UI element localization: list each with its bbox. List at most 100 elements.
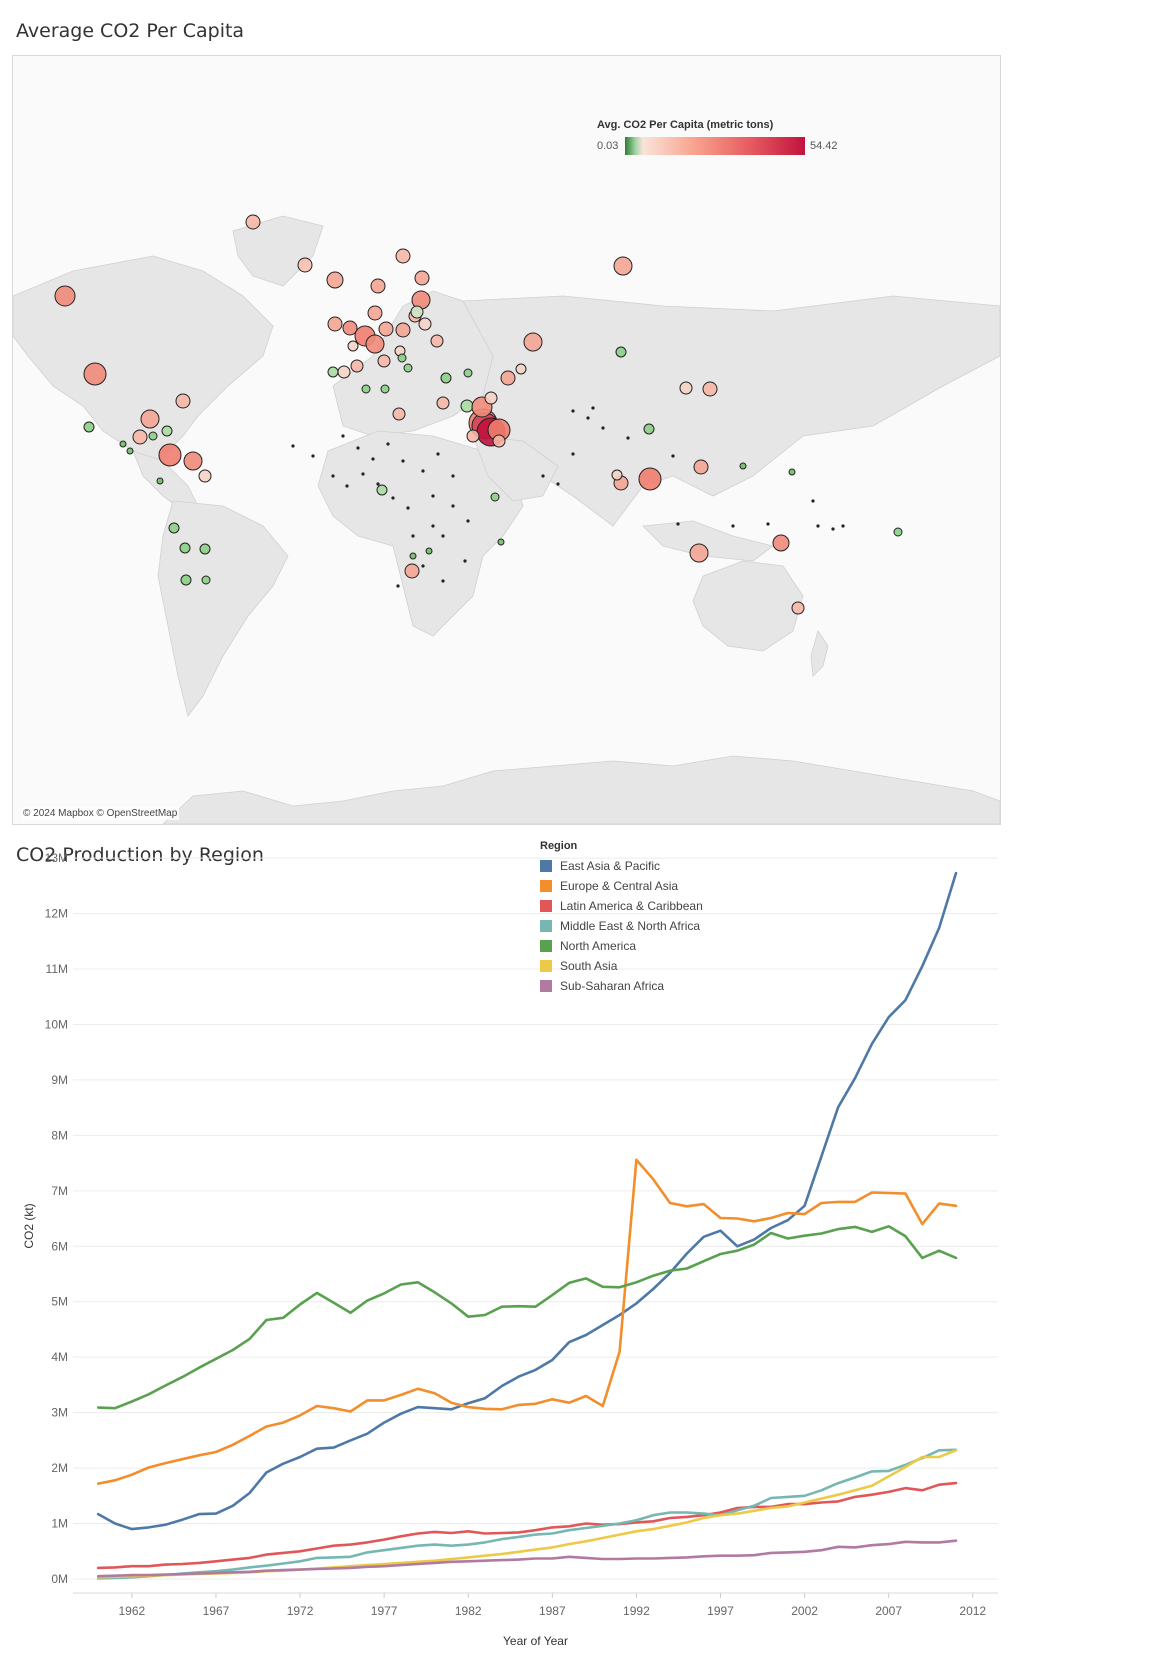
country-bubble <box>361 384 371 394</box>
land-arabia <box>472 435 559 502</box>
world-map[interactable] <box>13 56 1000 824</box>
series-line[interactable] <box>96 1158 958 1485</box>
country-bubble <box>356 446 360 450</box>
series-line[interactable] <box>96 1224 958 1410</box>
x-tick-label: 1987 <box>539 1604 566 1618</box>
series-line[interactable] <box>96 1448 958 1580</box>
country-bubble <box>327 316 343 332</box>
country-bubble <box>158 443 182 467</box>
country-bubble <box>490 492 500 502</box>
country-bubble <box>430 334 444 348</box>
country-bubble <box>739 462 747 470</box>
map-attribution[interactable]: © 2024 Mapbox © OpenStreetMap <box>21 807 180 820</box>
legend-swatch <box>540 980 552 992</box>
country-bubble <box>611 469 623 481</box>
x-tick-label: 1967 <box>203 1604 230 1618</box>
country-bubble <box>386 442 390 446</box>
legend-item[interactable]: Sub-Saharan Africa <box>540 976 703 996</box>
country-bubble <box>198 469 212 483</box>
country-bubble <box>436 396 450 410</box>
country-bubble <box>376 484 388 496</box>
map-color-legend: Avg. CO2 Per Capita (metric tons) 0.03 5… <box>597 119 838 155</box>
land-south-america <box>157 500 289 717</box>
country-bubble <box>180 574 192 586</box>
legend-item[interactable]: East Asia & Pacific <box>540 856 703 876</box>
country-bubble <box>731 524 735 528</box>
region-legend: Region East Asia & Pacific Europe & Centr… <box>540 840 703 996</box>
legend-item[interactable]: Latin America & Caribbean <box>540 896 703 916</box>
country-bubble <box>626 436 630 440</box>
series-line[interactable] <box>96 1481 958 1570</box>
y-tick-label: 4M <box>51 1350 68 1364</box>
land-africa <box>317 430 524 637</box>
legend-label: Sub-Saharan Africa <box>560 979 665 993</box>
country-bubble <box>811 499 815 503</box>
country-bubble <box>788 468 796 476</box>
country-bubble <box>440 372 452 384</box>
y-axis-title: CO2 (kt) <box>22 1203 36 1248</box>
country-bubble <box>140 409 160 429</box>
legend-item[interactable]: Europe & Central Asia <box>540 876 703 896</box>
x-tick-label: 1997 <box>707 1604 734 1618</box>
country-bubble <box>441 579 445 583</box>
country-bubble <box>586 416 590 420</box>
country-bubble <box>395 322 411 338</box>
country-bubble <box>841 524 845 528</box>
country-bubble <box>492 434 506 448</box>
legend-label: North America <box>560 939 637 953</box>
country-bubble <box>893 527 903 537</box>
country-bubble <box>463 559 467 563</box>
country-bubble <box>371 457 375 461</box>
country-bubble <box>201 575 211 585</box>
country-bubble <box>404 563 420 579</box>
legend-item[interactable]: South Asia <box>540 956 703 976</box>
country-bubble <box>83 362 107 386</box>
country-bubble <box>772 534 790 552</box>
country-bubble <box>571 409 575 413</box>
country-bubble <box>591 406 595 410</box>
country-bubble <box>676 522 680 526</box>
country-bubble <box>350 359 364 373</box>
country-bubble <box>497 538 505 546</box>
country-bubble <box>431 494 435 498</box>
legend-max-value: 54.42 <box>810 140 838 152</box>
country-bubble <box>679 381 693 395</box>
line-chart[interactable]: 0M 1M 2M 3M 4M 5M 6M 7M 8M 9M 10M 11M 12M 13M 1962 1967… <box>0 835 1168 1653</box>
country-bubble <box>345 484 349 488</box>
x-tick-label: 1977 <box>371 1604 398 1618</box>
x-tick-label: 1982 <box>455 1604 482 1618</box>
land-greenland <box>232 215 324 287</box>
x-tick-label: 2002 <box>791 1604 818 1618</box>
country-bubble <box>693 459 709 475</box>
country-bubble <box>689 543 709 563</box>
y-tick-label: 1M <box>51 1517 68 1531</box>
country-bubble <box>418 317 432 331</box>
legend-swatch <box>540 920 552 932</box>
country-bubble <box>156 477 164 485</box>
country-bubble <box>326 271 344 289</box>
country-bubble <box>395 248 411 264</box>
legend-item[interactable]: Middle East & North Africa <box>540 916 703 936</box>
country-bubble <box>421 469 425 473</box>
legend-label: East Asia & Pacific <box>560 859 661 873</box>
x-tick-label: 1962 <box>119 1604 146 1618</box>
y-tick-label: 12M <box>45 907 68 921</box>
series-line[interactable] <box>96 871 958 1531</box>
country-bubble <box>391 496 395 500</box>
country-bubble <box>245 214 261 230</box>
legend-label: Latin America & Caribbean <box>560 899 703 913</box>
legend-item[interactable]: North America <box>540 936 703 956</box>
x-tick-label: 2012 <box>959 1604 986 1618</box>
country-bubble <box>396 584 400 588</box>
country-bubble <box>671 454 675 458</box>
country-bubble <box>831 527 835 531</box>
series-line[interactable] <box>96 1539 958 1578</box>
y-tick-label: 13M <box>45 851 68 865</box>
y-tick-label: 5M <box>51 1295 68 1309</box>
map-frame[interactable]: Avg. CO2 Per Capita (metric tons) 0.03 5… <box>12 55 1001 825</box>
country-bubble <box>126 447 134 455</box>
legend-swatch <box>540 880 552 892</box>
country-bubble <box>327 366 339 378</box>
country-bubble <box>392 407 406 421</box>
country-bubble <box>132 429 148 445</box>
